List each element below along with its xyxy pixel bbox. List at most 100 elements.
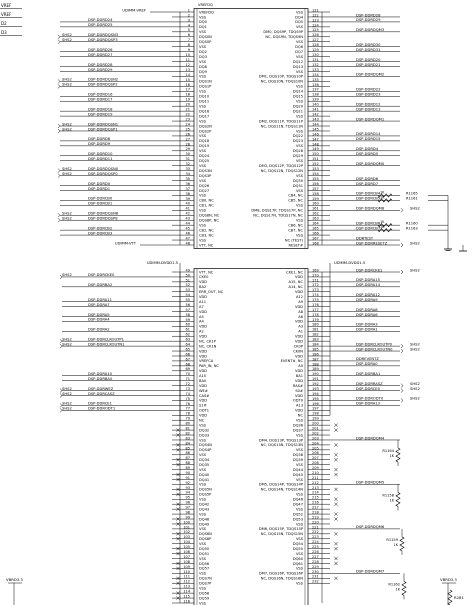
pin-name: DQ1 — [199, 25, 207, 29]
no-connect-icon — [334, 453, 338, 457]
pin-name: NC, DQS11N, TDQS11N — [261, 124, 304, 128]
pin-number: 116 — [183, 599, 190, 603]
pin-number: 80 — [186, 422, 190, 426]
net-label: DSP-DDRDQSP8 — [88, 217, 118, 221]
no-connect-stroke — [176, 522, 180, 526]
no-connect-icon — [334, 487, 338, 492]
pin-name: DQ51 — [199, 552, 209, 556]
pin-number: 79 — [186, 417, 190, 421]
no-connect-icon — [176, 566, 180, 571]
pin-name: DQ38 — [293, 453, 304, 457]
pin-name: CAS# — [199, 394, 209, 398]
pin-name: DQ10 — [199, 95, 210, 99]
pin-name: A9 — [298, 300, 303, 304]
pin-number: 40 — [186, 202, 190, 206]
pin-number: 144 — [312, 122, 319, 126]
pin-name: VSS — [296, 582, 304, 586]
pin-name: VDD — [199, 325, 207, 329]
net-label: DSP-DDRDQM2 — [356, 73, 384, 77]
resistor-symbol — [399, 536, 405, 552]
pin-name: RAS# — [293, 384, 303, 388]
no-connect-icon — [334, 428, 338, 432]
no-connect-icon — [334, 423, 338, 427]
pin-name: DQ36 — [293, 423, 304, 427]
pin-number: 129 — [312, 48, 319, 52]
pin-number: 39 — [186, 197, 190, 201]
pin-number: 194 — [312, 392, 319, 396]
pin-name: DQ60 — [293, 557, 304, 561]
no-connect-icon — [334, 467, 338, 472]
pin-number: 84 — [186, 441, 191, 445]
net-label: DSP-DDRD4 — [356, 147, 379, 151]
pin-name: VDD — [199, 280, 207, 284]
sheet-tag: SHS2 — [410, 241, 420, 245]
resistor-value: 1K — [380, 225, 385, 229]
net-label: DSP-DDRD24 — [88, 18, 113, 22]
net-label: DSP-DDRCB1 — [88, 202, 112, 206]
net-label: DSP-DDRODT0 — [356, 397, 384, 401]
pin-number: 176 — [312, 303, 319, 307]
pin-name: DQ15 — [293, 95, 303, 99]
pin-name: NC, DQS13N, TDQS13N — [261, 443, 304, 447]
pin-number: 33 — [186, 167, 190, 171]
pin-number: 159 — [312, 197, 319, 201]
pin-number: 205 — [312, 446, 319, 450]
pin-name: VSS — [199, 149, 207, 153]
off-sheet-arrow — [400, 208, 404, 213]
no-connect-icon — [176, 457, 180, 462]
no-connect-icon — [334, 532, 338, 536]
pin-number: 26 — [186, 132, 190, 136]
pin-name: DM1, DQS10P, TDQS10P — [259, 75, 304, 79]
pin-number: 121 — [312, 8, 319, 12]
pin-name: ERR_OUT, NC — [199, 290, 224, 294]
pin-name: DQS5N — [199, 488, 212, 492]
sheet-tag: SHS2 — [410, 397, 420, 401]
pin-number: 11 — [186, 58, 190, 62]
net-label: DSP-DDRCB7 — [356, 226, 381, 230]
off-sheet-arrow — [59, 274, 63, 280]
pin-name: VSS — [296, 233, 304, 237]
net-label: DSP-DDRCB3 — [88, 231, 113, 235]
pin-number: 157 — [312, 187, 319, 191]
pin-name: NC — [298, 414, 304, 418]
pin-name: VDD — [295, 394, 303, 398]
net-label: DSP-DDRD17 — [88, 98, 113, 102]
net-label: DSP-DDRA7 — [88, 303, 110, 307]
pin-number: 94 — [186, 491, 191, 495]
pin-number: 6 — [188, 33, 190, 37]
top-pin-label: VREFDQ — [198, 3, 213, 7]
pin-number: 74 — [186, 392, 191, 396]
pin-number: 107 — [183, 555, 190, 559]
off-sheet-arrow — [57, 34, 61, 39]
pin-number: 18 — [186, 93, 190, 97]
net-label: DSP-DDRA13 — [356, 402, 381, 406]
pin-name: CB2, NC — [199, 228, 214, 232]
resistor-symbol — [447, 589, 453, 605]
pin-name: DQS1N — [199, 80, 212, 84]
pin-number: 93 — [186, 486, 190, 490]
sheet-tag: SHS2 — [62, 392, 72, 396]
pin-number: 61 — [186, 328, 190, 332]
no-connect-stroke — [176, 546, 180, 551]
net-label: DSP-DDRA10 — [88, 372, 113, 376]
pin-name: DQ37 — [293, 428, 303, 432]
no-connect-stroke — [176, 507, 180, 511]
pin-name: DQS8P, NC — [199, 219, 219, 223]
pin-number: 69 — [186, 367, 190, 371]
resistor-symbol — [395, 447, 401, 463]
no-connect-icon — [176, 472, 180, 477]
pin-number: 195 — [312, 397, 319, 401]
pin-name: VSS — [199, 194, 207, 198]
net-label: DSP-DDRD18 — [88, 107, 113, 111]
pin-number: 204 — [312, 441, 319, 445]
edge-net-label: VREF — [1, 3, 12, 8]
pin-name: DM4, DQS13P, TDQS13P — [259, 438, 304, 442]
net-label: DSP-DDRD21 — [356, 63, 380, 67]
pin-name: VDD — [295, 320, 303, 324]
pin-number: 85 — [186, 446, 190, 450]
pin-number: 178 — [312, 313, 319, 317]
no-connect-stroke — [176, 517, 180, 521]
pin-name: DQS8N, NC — [199, 214, 220, 218]
pin-name: VSS — [199, 15, 207, 19]
no-connect-icon — [176, 517, 180, 521]
